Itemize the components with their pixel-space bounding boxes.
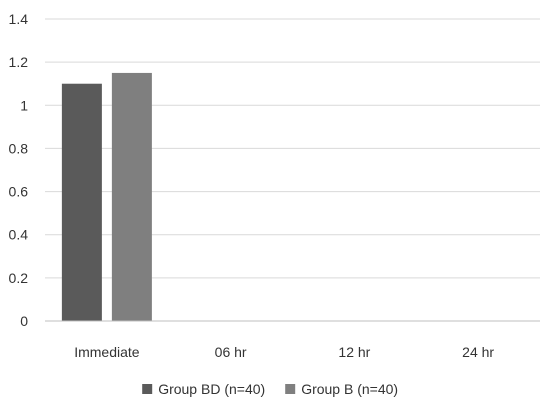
- y-tick-label: 1.4: [9, 11, 29, 27]
- y-tick-label: 0.2: [9, 270, 29, 286]
- y-tick-label: 0.6: [9, 184, 29, 200]
- bar-group-bd-n-40-immediate: [62, 84, 102, 321]
- x-category-label: 12 hr: [338, 344, 370, 360]
- x-category-label: 06 hr: [215, 344, 247, 360]
- x-category-label: Immediate: [74, 344, 140, 360]
- y-tick-label: 0.4: [9, 227, 29, 243]
- x-category-label: 24 hr: [462, 344, 494, 360]
- bars: [62, 73, 152, 321]
- y-tick-label: 0.8: [9, 140, 29, 156]
- y-tick-label: 0: [20, 313, 28, 329]
- legend-label: Group B (n=40): [301, 381, 398, 397]
- legend-item: Group BD (n=40): [142, 381, 265, 397]
- bar-group-b-n-40-immediate: [112, 73, 152, 321]
- y-tick-label: 1: [20, 97, 28, 113]
- legend-label: Group BD (n=40): [158, 381, 265, 397]
- y-tick-label: 1.2: [9, 54, 29, 70]
- x-axis-category-labels: Immediate 06 hr 12 hr 24 hr: [74, 344, 494, 360]
- legend: Group BD (n=40) Group B (n=40): [142, 381, 398, 397]
- legend-swatch: [285, 384, 295, 394]
- y-axis-tick-labels: 0 0.2 0.4 0.6 0.8 1 1.2 1.4: [9, 11, 29, 329]
- legend-item: Group B (n=40): [285, 381, 398, 397]
- legend-swatch: [142, 384, 152, 394]
